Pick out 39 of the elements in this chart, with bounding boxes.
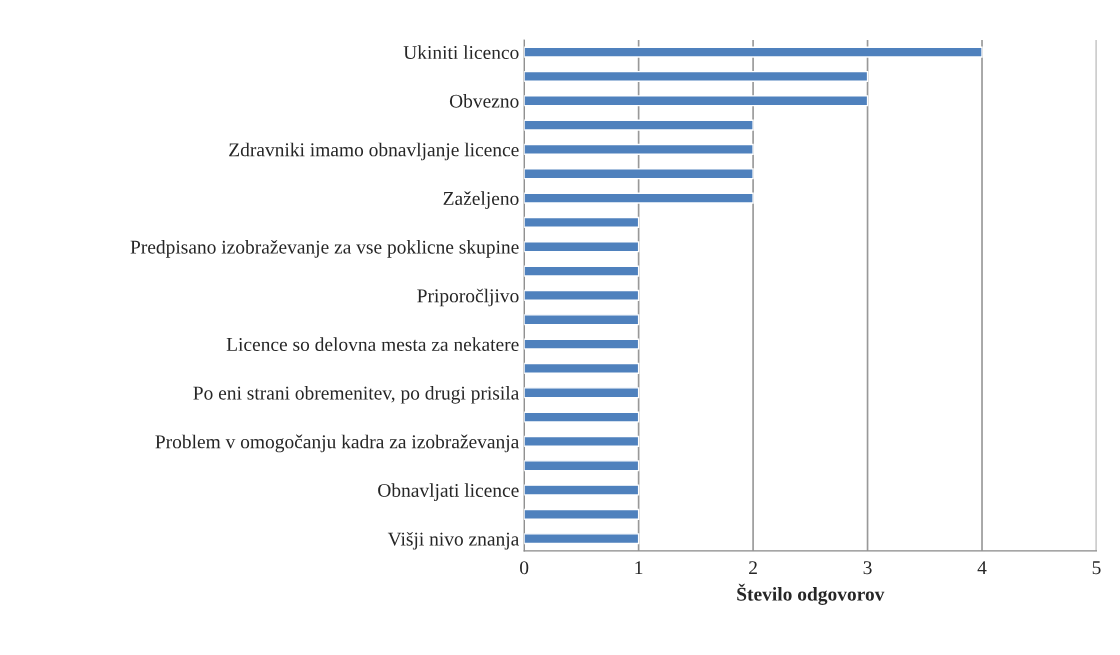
y-tick-label: Zdravniki imamo obnavljanje licence (229, 142, 519, 161)
bar (524, 289, 640, 301)
bar (524, 508, 640, 520)
x-tick-label: 1 (635, 561, 643, 575)
bar (524, 460, 640, 472)
x-tick-label: 2 (749, 561, 757, 575)
bar (524, 387, 640, 399)
bar (524, 192, 754, 204)
bar (524, 70, 869, 83)
bar (524, 95, 869, 107)
bar (524, 168, 754, 180)
y-tick-label: Problem v omogočanju kadra za izobraževanja (155, 434, 520, 453)
x-tick-label: 5 (1092, 561, 1101, 575)
bar (524, 533, 640, 545)
y-tick-label: Priporočljivo (417, 288, 519, 307)
y-tick-label: Licence so delovna mesta za nekatere (226, 337, 519, 351)
y-tick-label: Predpisano izobraževanje za vse poklicne skupine (130, 239, 519, 258)
x-tick-label: 4 (977, 561, 987, 575)
bar (524, 411, 640, 423)
bar (524, 435, 640, 447)
y-tick-label: Zaželjeno (443, 191, 519, 209)
bar (524, 216, 640, 228)
bar (524, 314, 640, 326)
bar (524, 338, 640, 350)
y-tick-label: Višji nivo znanja (387, 531, 520, 550)
bar (524, 241, 640, 253)
bar (524, 265, 640, 277)
bar (524, 143, 754, 155)
y-tick-label: Obvezno (449, 94, 519, 108)
bar (524, 119, 754, 131)
bar (524, 46, 983, 58)
bar (524, 484, 640, 496)
x-axis-title: Število odgovorov (737, 583, 885, 605)
bar (524, 362, 640, 374)
y-tick-label: Ukiniti licenco (403, 45, 519, 60)
x-tick-label: 0 (520, 561, 529, 575)
x-tick-label: 3 (863, 561, 872, 575)
y-tick-label: Obnavljati licence (378, 483, 519, 501)
y-tick-label: Po eni strani obremenitev, po drugi prisila (193, 385, 520, 404)
